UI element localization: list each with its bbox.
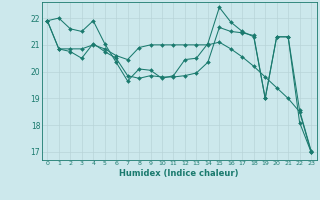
X-axis label: Humidex (Indice chaleur): Humidex (Indice chaleur) — [119, 169, 239, 178]
